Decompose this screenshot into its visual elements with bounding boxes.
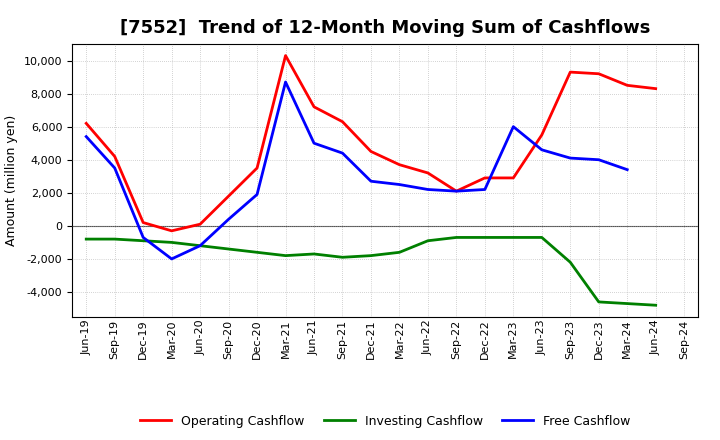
Free Cashflow (509, 124, 518, 129)
Free Cashflow (110, 165, 119, 171)
Free Cashflow (282, 79, 290, 84)
Investing Cashflow (338, 255, 347, 260)
Free Cashflow (225, 216, 233, 222)
Investing Cashflow (366, 253, 375, 258)
Operating Cashflow (167, 228, 176, 234)
Operating Cashflow (82, 121, 91, 126)
Free Cashflow (196, 243, 204, 248)
Operating Cashflow (509, 175, 518, 180)
Free Cashflow (253, 192, 261, 197)
Free Cashflow (366, 179, 375, 184)
Title: [7552]  Trend of 12-Month Moving Sum of Cashflows: [7552] Trend of 12-Month Moving Sum of C… (120, 19, 650, 37)
Investing Cashflow (139, 238, 148, 243)
Y-axis label: Amount (million yen): Amount (million yen) (5, 115, 18, 246)
Line: Operating Cashflow: Operating Cashflow (86, 55, 656, 231)
Operating Cashflow (595, 71, 603, 77)
Free Cashflow (310, 140, 318, 146)
Investing Cashflow (395, 249, 404, 255)
Free Cashflow (395, 182, 404, 187)
Operating Cashflow (282, 53, 290, 58)
Investing Cashflow (310, 251, 318, 257)
Operating Cashflow (196, 222, 204, 227)
Investing Cashflow (282, 253, 290, 258)
Investing Cashflow (509, 235, 518, 240)
Operating Cashflow (139, 220, 148, 225)
Operating Cashflow (110, 154, 119, 159)
Investing Cashflow (652, 303, 660, 308)
Operating Cashflow (623, 83, 631, 88)
Investing Cashflow (566, 260, 575, 265)
Operating Cashflow (366, 149, 375, 154)
Free Cashflow (595, 157, 603, 162)
Operating Cashflow (423, 170, 432, 176)
Operating Cashflow (310, 104, 318, 110)
Line: Investing Cashflow: Investing Cashflow (86, 238, 656, 305)
Investing Cashflow (623, 301, 631, 306)
Free Cashflow (537, 147, 546, 152)
Free Cashflow (452, 188, 461, 194)
Operating Cashflow (253, 165, 261, 171)
Investing Cashflow (595, 299, 603, 304)
Investing Cashflow (423, 238, 432, 243)
Investing Cashflow (225, 246, 233, 252)
Free Cashflow (167, 256, 176, 261)
Free Cashflow (82, 134, 91, 139)
Free Cashflow (338, 150, 347, 156)
Operating Cashflow (652, 86, 660, 91)
Operating Cashflow (480, 175, 489, 180)
Free Cashflow (423, 187, 432, 192)
Operating Cashflow (537, 132, 546, 138)
Operating Cashflow (395, 162, 404, 167)
Operating Cashflow (566, 70, 575, 75)
Investing Cashflow (167, 240, 176, 245)
Free Cashflow (480, 187, 489, 192)
Operating Cashflow (452, 188, 461, 194)
Operating Cashflow (338, 119, 347, 125)
Operating Cashflow (225, 194, 233, 199)
Legend: Operating Cashflow, Investing Cashflow, Free Cashflow: Operating Cashflow, Investing Cashflow, … (135, 411, 635, 433)
Investing Cashflow (537, 235, 546, 240)
Investing Cashflow (82, 236, 91, 242)
Investing Cashflow (253, 249, 261, 255)
Line: Free Cashflow: Free Cashflow (86, 82, 627, 259)
Free Cashflow (139, 235, 148, 240)
Free Cashflow (566, 155, 575, 161)
Free Cashflow (623, 167, 631, 172)
Investing Cashflow (480, 235, 489, 240)
Investing Cashflow (452, 235, 461, 240)
Investing Cashflow (110, 236, 119, 242)
Investing Cashflow (196, 243, 204, 248)
